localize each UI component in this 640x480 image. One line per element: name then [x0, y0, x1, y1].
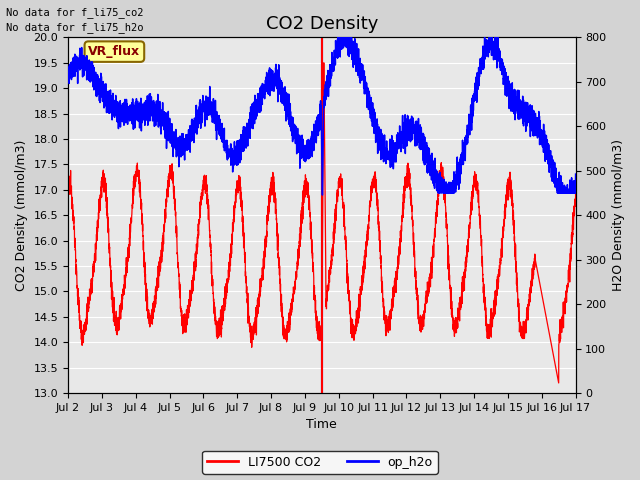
LI7500 CO2	[435, 177, 443, 182]
Line: op_h2o: op_h2o	[68, 37, 575, 195]
Line: LI7500 CO2: LI7500 CO2	[68, 63, 575, 383]
LI7500 CO2	[555, 380, 563, 386]
Text: VR_flux: VR_flux	[88, 45, 140, 58]
Legend: LI7500 CO2, op_h2o: LI7500 CO2, op_h2o	[202, 451, 438, 474]
op_h2o	[408, 126, 415, 132]
LI7500 CO2	[572, 190, 579, 195]
op_h2o	[572, 171, 579, 177]
LI7500 CO2	[464, 249, 472, 255]
op_h2o	[572, 190, 579, 196]
op_h2o	[436, 190, 444, 196]
op_h2o	[465, 134, 472, 140]
Title: CO2 Density: CO2 Density	[266, 15, 378, 33]
op_h2o	[156, 114, 163, 120]
op_h2o	[319, 192, 326, 198]
Y-axis label: CO2 Density (mmol/m3): CO2 Density (mmol/m3)	[15, 140, 28, 291]
op_h2o	[334, 35, 342, 40]
op_h2o	[64, 67, 72, 73]
LI7500 CO2	[156, 267, 163, 273]
Text: No data for f_li75_co2: No data for f_li75_co2	[6, 7, 144, 18]
LI7500 CO2	[303, 179, 310, 184]
Text: No data for f_li75_h2o: No data for f_li75_h2o	[6, 22, 144, 33]
LI7500 CO2	[572, 196, 579, 202]
LI7500 CO2	[64, 185, 72, 191]
Y-axis label: H2O Density (mmol/m3): H2O Density (mmol/m3)	[612, 139, 625, 291]
LI7500 CO2	[407, 203, 415, 209]
op_h2o	[303, 155, 310, 160]
LI7500 CO2	[320, 60, 328, 66]
X-axis label: Time: Time	[307, 419, 337, 432]
